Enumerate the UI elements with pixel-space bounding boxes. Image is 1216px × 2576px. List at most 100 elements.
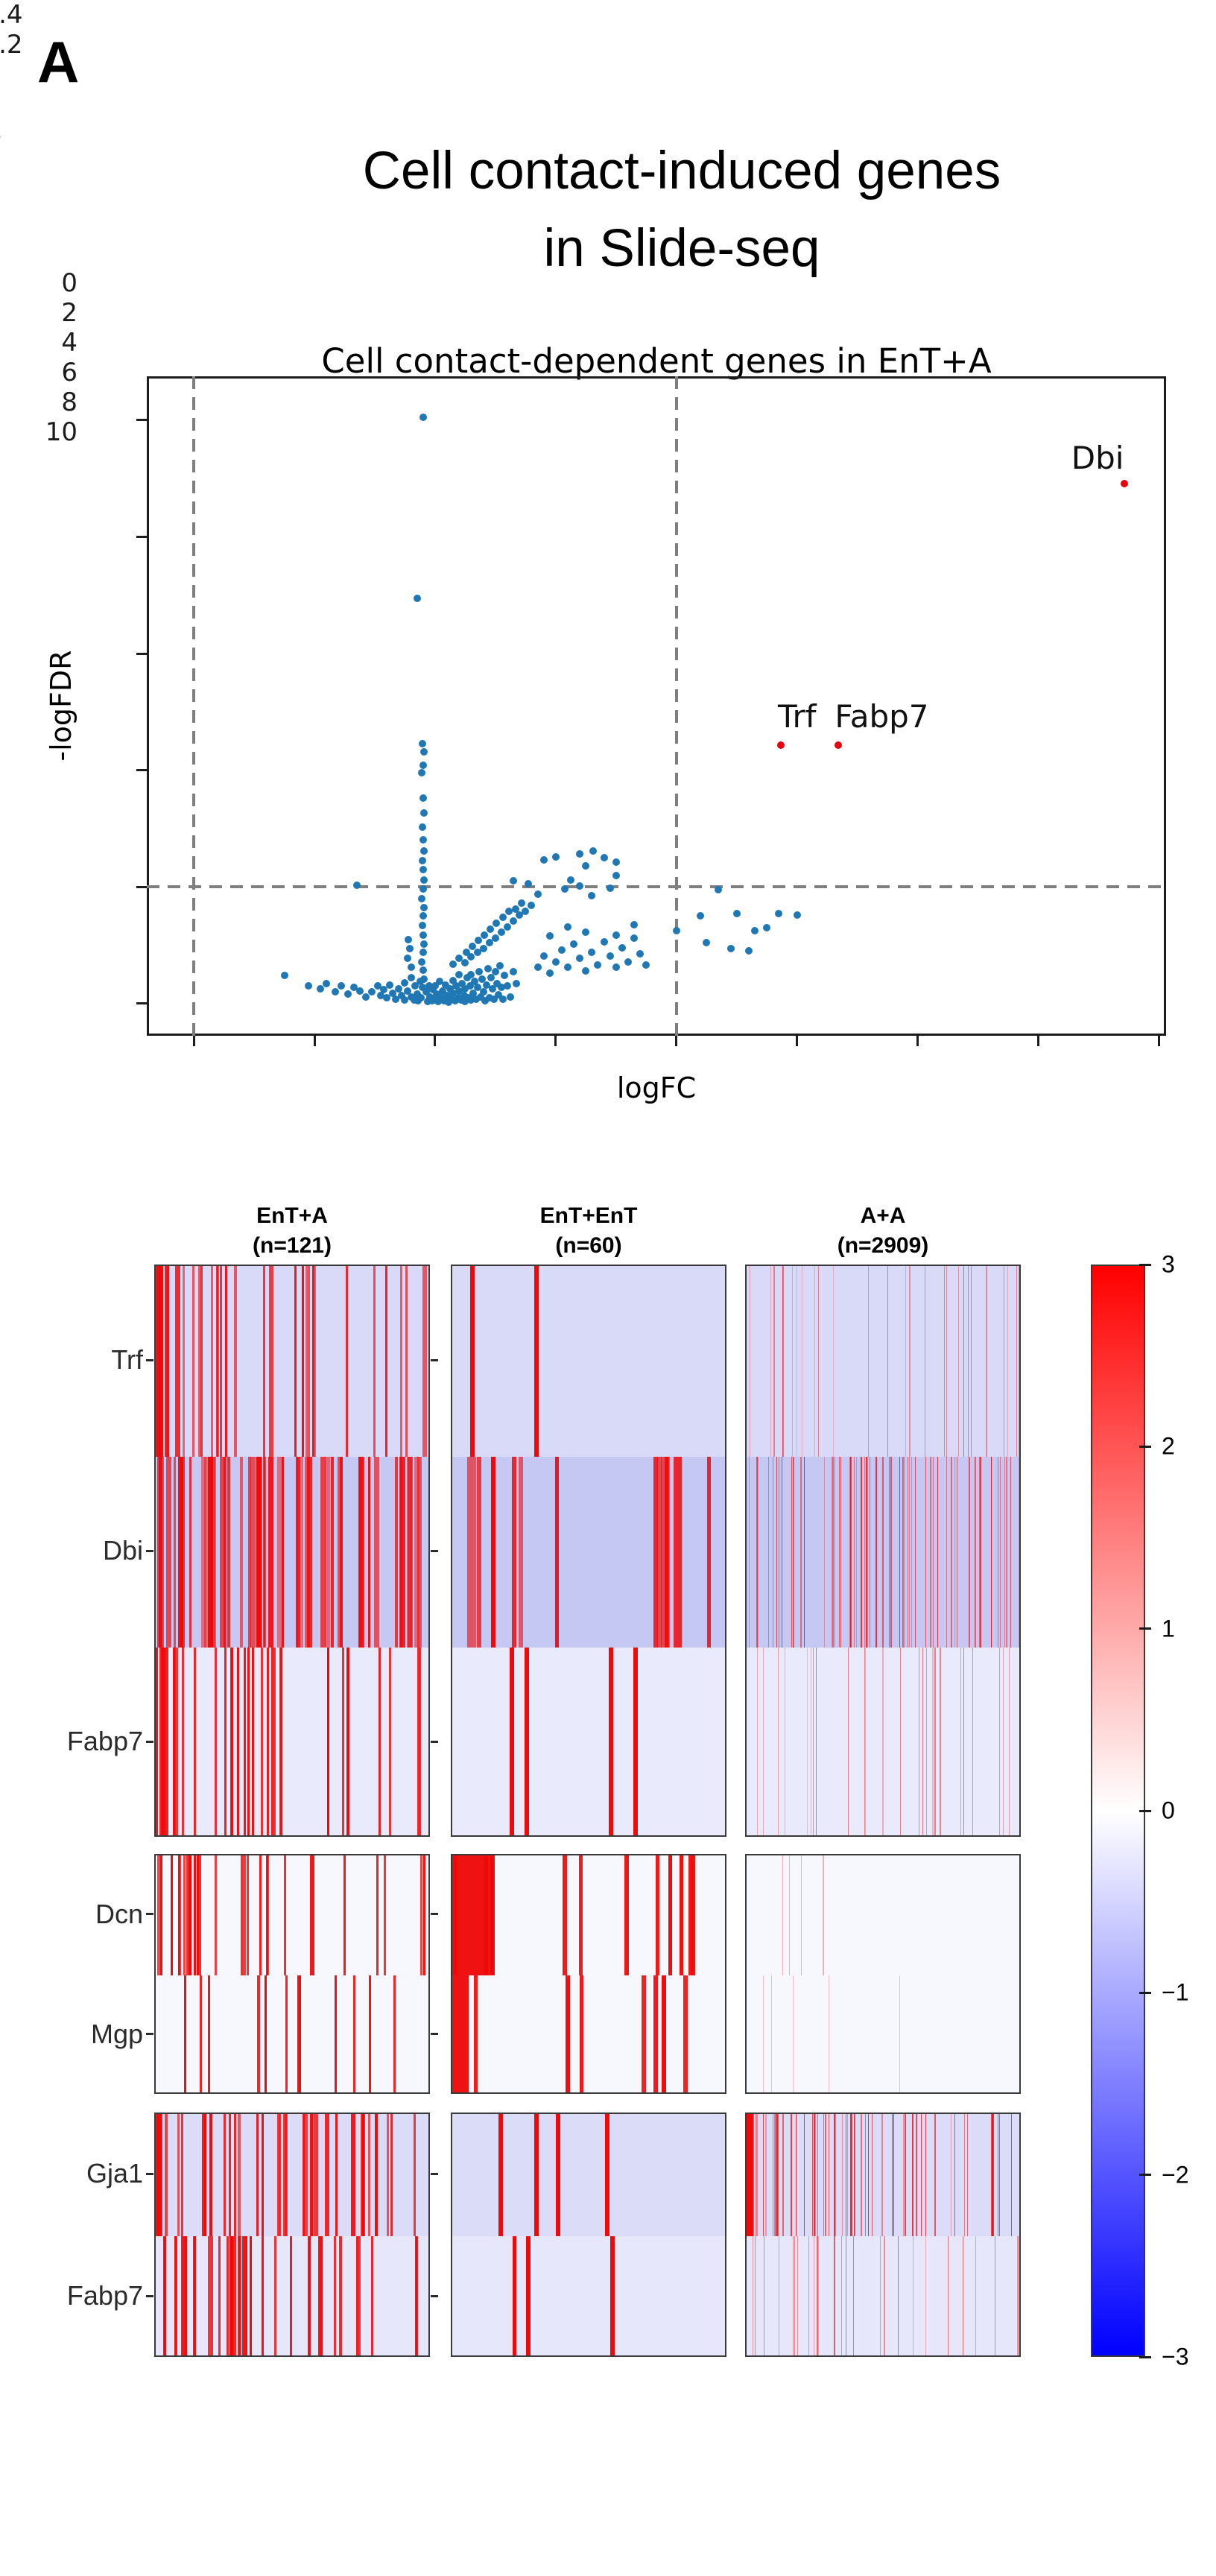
colorbar-tick (1139, 1627, 1151, 1630)
heatmap-stripe (915, 1457, 916, 1648)
heatmap-stripe (393, 1975, 396, 2092)
heatmap-stripe (882, 1648, 884, 1835)
heatmap-stripe (882, 1457, 884, 1648)
data-point (355, 987, 364, 995)
heatmap-stripe (193, 1648, 197, 1835)
data-point (419, 912, 427, 920)
volcano-xaxis-label: logFC (616, 1072, 697, 1104)
data-point (449, 976, 457, 984)
row-tick-left (146, 2172, 153, 2175)
data-point (419, 747, 428, 756)
heatmap-stripe (214, 1855, 218, 1975)
heatmap-cell-fabp7-col1 (156, 1648, 428, 1835)
data-point (401, 996, 409, 1004)
data-point (467, 953, 475, 961)
x-tick-label: 0.8 (0, 179, 39, 209)
figure-title-line1: Cell contact-induced genes (362, 142, 1001, 200)
heatmap-stripe (164, 1266, 167, 1457)
heatmap-stripe (276, 2114, 279, 2236)
heatmap-stripe (193, 1855, 196, 1975)
heatmap-stripe (498, 2114, 504, 2236)
heatmap-stripe (228, 2114, 232, 2236)
x-tick-label: 1.0 (0, 209, 39, 238)
heatmap-stripe (261, 2236, 264, 2355)
data-point (551, 958, 560, 966)
heatmap-stripe (308, 2236, 311, 2355)
heatmap-stripe (284, 1855, 287, 1975)
heatmap-stripe (925, 1648, 927, 1835)
data-point (419, 762, 427, 770)
data-point (434, 997, 442, 1005)
heatmap-stripe (227, 1457, 230, 1648)
heatmap-stripe (165, 2114, 168, 2236)
heatmap-stripe (866, 1457, 867, 1648)
heatmap-stripe (248, 1457, 251, 1648)
heatmap-stripe (158, 1457, 164, 1648)
data-point (491, 934, 499, 943)
heatmap-stripe (817, 2114, 818, 2236)
heatmap-stripe (180, 1457, 183, 1648)
heatmap-stripe (609, 1648, 614, 1835)
heatmap-stripe (219, 1457, 225, 1648)
heatmap-stripe (925, 2114, 927, 2236)
heatmap-stripe (423, 1855, 426, 1975)
heatmap-stripe (902, 1457, 904, 1648)
data-point (501, 972, 508, 980)
heatmap-stripe (239, 2236, 242, 2355)
heatmap-stripe (662, 1975, 667, 2092)
heatmap-stripe (227, 2236, 229, 2355)
heatmap-stripe (788, 1855, 790, 1975)
data-point (504, 908, 513, 916)
heatmap-stripe (749, 1457, 750, 1648)
data-point (582, 928, 590, 937)
figure-title-line2: in Slide-seq (543, 219, 820, 278)
heatmap-stripe (416, 2236, 419, 2355)
heatmap-stripe (776, 2114, 778, 2236)
heatmap-stripe (690, 1855, 695, 1975)
heatmap-stripe (174, 2236, 177, 2355)
data-point (425, 982, 433, 990)
heatmap-cell-dbi-col1 (156, 1457, 428, 1648)
data-point (582, 967, 590, 975)
heatmap-col-header-2: EnT+EnT (n=60) (540, 1201, 638, 1261)
heatmap-stripe (905, 1266, 906, 1457)
data-point (418, 768, 426, 776)
heatmap-stripe (184, 1975, 187, 2092)
col-header-count: (n=60) (555, 1233, 622, 1258)
threshold-vline (192, 376, 196, 1036)
data-point (481, 997, 490, 1004)
data-point (560, 885, 569, 893)
row-label-dbi: Dbi (102, 1535, 143, 1566)
y-tick-label: 8 (61, 387, 77, 417)
heatmap-stripe (165, 1648, 168, 1835)
heatmap-stripe (791, 1266, 794, 1457)
heatmap-stripe (234, 2114, 237, 2236)
heatmap-stripe (224, 1457, 227, 1648)
heatmap-cell-gja1-col3 (747, 2114, 1019, 2236)
heatmap-stripe (353, 1975, 356, 2092)
heatmap-stripe (846, 2114, 849, 2236)
heatmap-stripe (800, 1457, 802, 1648)
data-point (463, 973, 471, 981)
colorbar-tick (1139, 1809, 1151, 1812)
colorbar-tick-label: −2 (1162, 2161, 1189, 2189)
heatmap-stripe (268, 1266, 273, 1457)
heatmap-stripe (579, 1975, 584, 2092)
heatmap-stripe (1018, 2236, 1019, 2355)
y-tick-label: 10 (45, 417, 77, 447)
data-point (420, 940, 428, 949)
data-point (557, 946, 566, 954)
heatmap-stripe (849, 2114, 851, 2236)
data-point (478, 975, 487, 984)
data-point (438, 987, 446, 995)
data-point (455, 954, 463, 962)
row-tick-right (431, 2294, 438, 2297)
data-point (401, 978, 409, 987)
heatmap-stripe (400, 1457, 406, 1648)
heatmap-stripe (991, 2114, 992, 2236)
heatmap-stripe (960, 1648, 961, 1835)
data-point (441, 981, 449, 989)
data-point (582, 862, 590, 870)
heatmap-stripe (422, 1266, 428, 1457)
